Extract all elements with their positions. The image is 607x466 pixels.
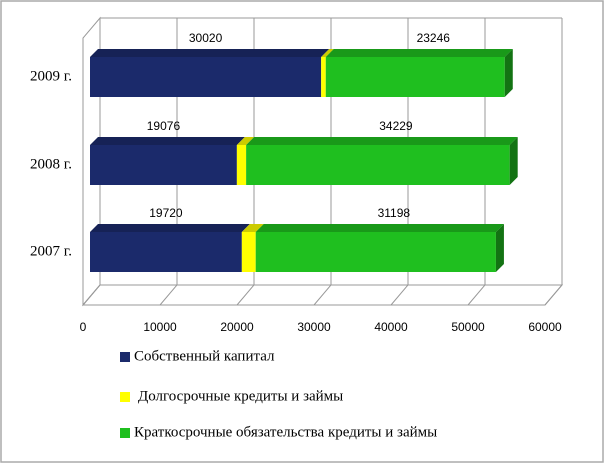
bar-top [90,137,245,145]
bar-segment [246,137,518,185]
value-label: 30020 [189,31,223,45]
bar-front [90,145,237,185]
grid-line [159,18,178,306]
grid-line [467,18,486,306]
legend-label: Краткосрочные обязательства кредиты и за… [134,424,437,440]
bar-top [236,137,255,145]
x-tick-label: 30000 [297,320,331,334]
value-label: 19720 [149,206,183,220]
category-label: 2008 г. [30,156,72,172]
grid-line [390,18,409,306]
bar-front [241,232,256,272]
bar-side [509,137,518,185]
x-tick-label: 60000 [528,320,562,334]
bar-top [241,224,264,232]
bar-segment [90,224,250,272]
value-label: 23246 [417,31,451,45]
bar-top [246,137,518,145]
bar-segment [321,49,334,97]
bar-side [495,224,504,272]
category-label: 2007 г. [30,243,72,259]
bar-segment [325,49,513,97]
x-tick-label: 50000 [451,320,485,334]
value-label: 19076 [147,119,181,133]
grid-line [236,18,255,306]
bar-top [90,224,250,232]
value-label: 34229 [379,119,413,133]
grid-line [82,18,101,306]
category-label: 2009 г. [30,68,72,84]
x-tick-label: 20000 [220,320,254,334]
bar-top [255,224,504,232]
bar-front [255,232,496,272]
grid-line [544,18,563,306]
legend-label: Долгосрочные кредиты и займы [138,388,343,404]
bar-segment [90,49,330,97]
legend-swatch [120,428,130,438]
x-tick-label: 0 [80,320,87,334]
bar-segment [236,137,255,185]
bar-top [325,49,513,57]
bar-front [236,145,247,185]
bar-top [90,49,330,57]
legend-swatch [120,352,130,362]
bar-front [90,232,242,272]
bar-segment [255,224,504,272]
bar-front [321,57,326,97]
bar-segment [90,137,245,185]
legend-swatch [120,392,130,402]
bar-top [321,49,334,57]
grid-line [313,18,332,306]
bar-front [325,57,505,97]
x-tick-label: 40000 [374,320,408,334]
x-tick-label: 10000 [143,320,177,334]
bar-front [90,57,322,97]
bar-front [246,145,510,185]
legend-label: Собственный капитал [134,348,275,364]
bar-segment [241,224,264,272]
bar-side [504,49,513,97]
value-label: 31198 [378,206,411,220]
